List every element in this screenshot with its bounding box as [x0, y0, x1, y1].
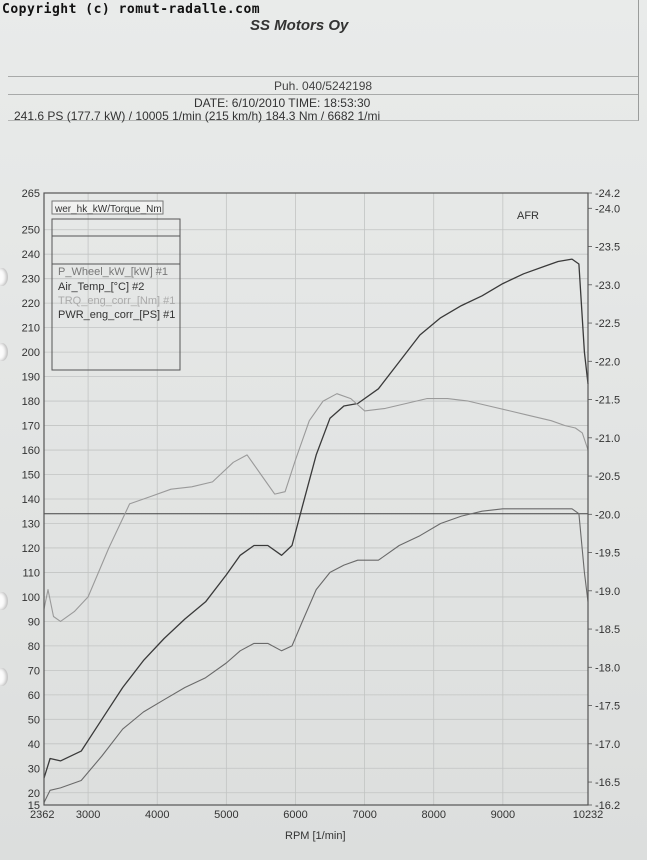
- x-tick-label: 7000: [352, 809, 376, 821]
- y2-tick-label: -23.0: [595, 280, 620, 292]
- y2-tick-label: -17.5: [595, 701, 620, 713]
- y2-tick-label: -20.5: [595, 471, 620, 483]
- y-tick-label: 170: [22, 421, 40, 433]
- phone-number: Puh. 040/5242198: [274, 79, 373, 93]
- binder-hole: [0, 668, 8, 686]
- copyright-watermark: Copyright (c) romut-radalle.com: [2, 2, 261, 17]
- wheel-power-curve: [43, 508, 589, 803]
- y2-tick-label: -22.5: [595, 318, 620, 330]
- y2-tick-label: -24.0: [595, 203, 620, 215]
- y2-tick-label: -19.0: [595, 586, 620, 598]
- peak-summary: 241.6 PS (177.7 kW) / 10005 1/min (215 k…: [14, 109, 381, 123]
- torque-curve: [43, 393, 589, 622]
- y2-axis-label: AFR: [517, 210, 539, 222]
- x-tick-label: 8000: [421, 809, 445, 821]
- y-tick-label: 15: [28, 800, 40, 812]
- y-tick-label: 140: [22, 494, 40, 506]
- y-tick-label: 200: [22, 347, 40, 359]
- y2-tick-label: -19.5: [595, 548, 620, 560]
- legend-title: wer_hk_kW/Torque_Nm: [54, 204, 162, 215]
- plot-frame: [43, 192, 589, 806]
- y-tick-label: 50: [28, 714, 40, 726]
- y-tick-label: 150: [22, 470, 40, 482]
- x-tick-label: 6000: [283, 809, 307, 821]
- y-tick-label: 30: [28, 763, 40, 775]
- y2-tick-label: -21.5: [595, 395, 620, 407]
- y2-tick-label: -18.0: [595, 662, 620, 674]
- y-tick-label: 265: [22, 188, 40, 200]
- y-tick-label: 180: [22, 396, 40, 408]
- legend-entry-pwr: PWR_eng_corr_[PS] #1: [58, 309, 175, 321]
- y2-tick-label: -16.5: [595, 777, 620, 789]
- y-tick-label: 110: [22, 567, 40, 579]
- phone-row: [8, 76, 638, 95]
- y-tick-label: 90: [28, 616, 40, 628]
- legend-box: [51, 218, 181, 371]
- y2-axis-ticks: -16.2 -16.5 -17.0 -17.5 -18.0 -18.5 -19.0 -19.5…: [588, 188, 620, 812]
- y-tick-label: 230: [22, 274, 40, 286]
- y2-tick-label: -21.0: [595, 433, 620, 445]
- y-tick-label: 20: [28, 788, 40, 800]
- y2-tick-label: -16.2: [595, 800, 620, 812]
- y2-tick-label: -18.5: [595, 624, 620, 636]
- date-time: DATE: 6/10/2010 TIME: 18:53:30: [194, 96, 371, 110]
- y-tick-label: 220: [22, 298, 40, 310]
- y-tick-label: 160: [22, 445, 40, 457]
- binder-hole: [0, 268, 8, 286]
- y-tick-label: 120: [22, 543, 40, 555]
- legend-entry-torque: TRQ_eng_corr_[Nm] #1: [58, 295, 175, 307]
- y-tick-label: 70: [28, 665, 40, 677]
- x-tick-label: 5000: [214, 809, 238, 821]
- x-tick-label: 4000: [145, 809, 169, 821]
- legend: wer_hk_kW/Torque_Nm P_Wheel_kW_[kW] #1 A…: [51, 200, 181, 371]
- y-tick-label: 40: [28, 739, 40, 751]
- series: [43, 258, 589, 803]
- y2-tick-label: -23.5: [595, 242, 620, 254]
- y2-tick-label: -22.0: [595, 356, 620, 368]
- y2-tick-label: -17.0: [595, 739, 620, 751]
- binder-hole: [0, 592, 8, 610]
- y-tick-label: 250: [22, 225, 40, 237]
- x-tick-label: 2362: [30, 809, 54, 821]
- x-axis-ticks: 2362 3000 4000 5000 6000 7000 8000 9000 10232: [30, 809, 603, 821]
- x-tick-label: 10232: [573, 809, 604, 821]
- y-tick-label: 80: [28, 641, 40, 653]
- grid: [44, 193, 588, 805]
- y-tick-label: 60: [28, 690, 40, 702]
- y-tick-label: 130: [22, 518, 40, 530]
- header-box: [8, 0, 639, 121]
- y-tick-label: 100: [22, 592, 40, 604]
- x-axis-label: RPM [1/min]: [285, 830, 346, 842]
- y2-tick-label: -20.0: [595, 509, 620, 521]
- x-tick-label: 9000: [491, 809, 515, 821]
- x-tick-label: 3000: [76, 809, 100, 821]
- y-tick-label: 240: [22, 249, 40, 261]
- legend-entry-wheel-kw: P_Wheel_kW_[kW] #1: [58, 266, 168, 278]
- legend-title-box: [51, 200, 164, 215]
- binder-hole: [0, 343, 8, 361]
- y-tick-label: 190: [22, 372, 40, 384]
- y-tick-label: 210: [22, 323, 40, 335]
- company-name: SS Motors Oy: [250, 17, 349, 34]
- pwr-curve: [43, 258, 589, 779]
- y2-tick-label: -24.2: [595, 188, 620, 200]
- legend-entry-air-temp: Air_Temp_[°C] #2: [58, 281, 144, 293]
